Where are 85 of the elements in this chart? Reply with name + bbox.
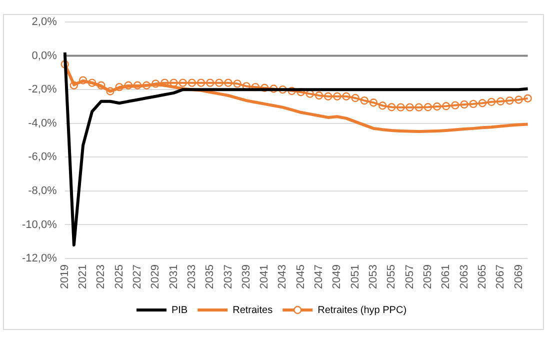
point (424, 103, 432, 112)
y-tick-label: -6,0% (28, 151, 58, 164)
point (278, 85, 287, 94)
x-tick-label: 2051 (349, 264, 362, 290)
point (506, 96, 514, 105)
y-tick-label: -10,0% (22, 218, 58, 231)
point (432, 102, 442, 111)
x-tick-label: 2041 (258, 264, 271, 290)
x-tick-label: 2061 (440, 264, 452, 290)
x-tick-label: 2053 (368, 264, 380, 290)
x-tick-label: 2027 (132, 264, 144, 290)
point (196, 78, 206, 87)
y-tick-label: 2,0% (32, 16, 58, 28)
point (378, 102, 387, 110)
y-tick-label: -4,0% (28, 117, 58, 130)
point (388, 103, 396, 112)
point (314, 91, 324, 100)
x-tick-label: 2045 (294, 264, 307, 290)
x-tick-label: 2033 (186, 264, 198, 290)
x-tick-label: 2065 (476, 264, 488, 290)
x-tick-label: 2043 (276, 264, 289, 290)
point (270, 84, 278, 93)
x-tick-label: 2039 (240, 264, 252, 290)
point (496, 97, 505, 106)
x-tick-label: 2067 (494, 264, 507, 290)
point (260, 84, 269, 92)
point (224, 78, 232, 87)
point (414, 103, 423, 112)
point (106, 87, 114, 96)
point (178, 78, 187, 87)
y-tick-label: -8,0% (28, 184, 58, 197)
x-tick-label: 2031 (168, 264, 180, 290)
point (333, 92, 342, 100)
point (152, 80, 160, 88)
point (360, 96, 369, 105)
x-tick-label: 2049 (331, 264, 344, 290)
point (406, 103, 414, 112)
x-tick-label: 2025 (113, 264, 126, 290)
point (478, 98, 487, 108)
x-tick-label: 2063 (458, 264, 470, 290)
point (451, 101, 460, 110)
point (442, 102, 450, 110)
point (60, 60, 69, 68)
point (469, 100, 478, 108)
point (133, 81, 142, 90)
point (124, 81, 132, 90)
point (288, 86, 296, 96)
point (188, 78, 196, 87)
x-tick-label: 2035 (204, 264, 216, 290)
x-tick-label: 2021 (77, 264, 90, 290)
point (170, 78, 178, 87)
point (460, 100, 468, 109)
x-tick-label: 2029 (150, 264, 162, 290)
point (206, 78, 214, 87)
x-tick-label: 2023 (95, 264, 108, 290)
point (88, 78, 96, 87)
x-tick-label: 2019 (58, 264, 71, 290)
x-tick-label: 2047 (313, 264, 326, 290)
point (215, 78, 224, 87)
y-tick-label: 0,0% (32, 50, 58, 62)
point (369, 98, 378, 107)
x-tick-label: 2059 (422, 264, 434, 290)
x-tick-label: 2057 (404, 264, 416, 290)
legend-label: Retraites (232, 304, 273, 316)
point (160, 78, 169, 87)
point (97, 81, 106, 90)
point (78, 76, 88, 84)
point (514, 96, 523, 104)
x-tick-label: 2037 (222, 264, 234, 290)
point (524, 94, 532, 102)
x-tick-label: 2055 (386, 264, 398, 290)
point (351, 94, 360, 102)
y-tick-label: -2,0% (28, 84, 58, 96)
point (342, 92, 350, 100)
y-tick-label: -12,0% (22, 252, 58, 265)
legend-label: PIB (171, 304, 188, 316)
point (70, 81, 78, 90)
legend-label: Retraites (hyp PPC) (318, 304, 407, 316)
point (142, 81, 151, 90)
point (396, 103, 405, 112)
point (324, 92, 332, 100)
point (233, 80, 242, 88)
point (487, 98, 496, 106)
x-tick-label: 2069 (512, 264, 525, 290)
point (115, 82, 124, 92)
